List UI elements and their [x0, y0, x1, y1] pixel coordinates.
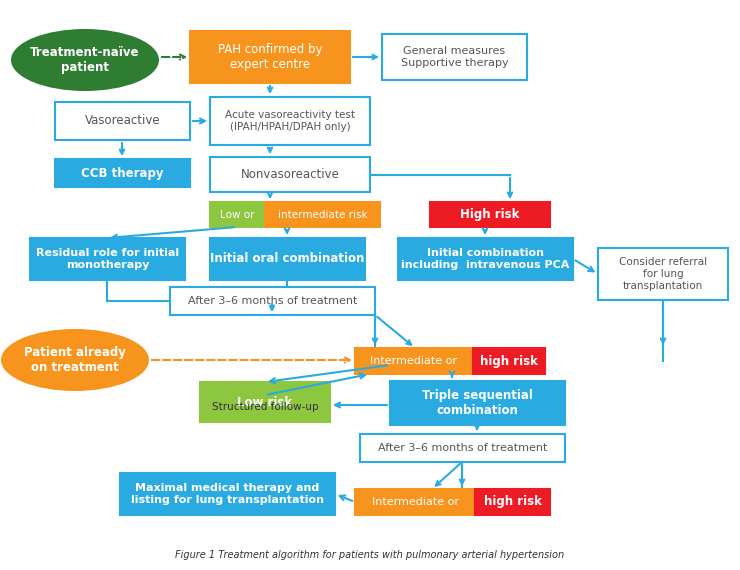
- FancyBboxPatch shape: [55, 102, 190, 140]
- Text: Consider referral
for lung
transplantation: Consider referral for lung transplantati…: [619, 258, 707, 291]
- Text: Intermediate or: Intermediate or: [371, 356, 457, 366]
- FancyBboxPatch shape: [360, 434, 565, 462]
- Text: High risk: High risk: [460, 208, 519, 221]
- FancyBboxPatch shape: [210, 157, 370, 192]
- Text: Residual role for initial
monotherapy: Residual role for initial monotherapy: [36, 248, 179, 270]
- FancyBboxPatch shape: [200, 382, 330, 422]
- FancyBboxPatch shape: [210, 202, 265, 227]
- Text: high risk: high risk: [483, 495, 542, 508]
- Ellipse shape: [11, 29, 159, 91]
- FancyBboxPatch shape: [390, 381, 565, 425]
- FancyBboxPatch shape: [210, 238, 365, 280]
- Text: Low risk: Low risk: [238, 396, 292, 409]
- Text: PAH confirmed by
expert centre: PAH confirmed by expert centre: [218, 43, 322, 71]
- Text: CCB therapy: CCB therapy: [81, 166, 164, 180]
- FancyBboxPatch shape: [398, 238, 573, 280]
- Text: General measures
Supportive therapy: General measures Supportive therapy: [400, 46, 508, 68]
- Text: intermediate risk: intermediate risk: [278, 210, 367, 219]
- Text: Structured follow-up: Structured follow-up: [212, 402, 318, 412]
- Text: Nonvasoreactive: Nonvasoreactive: [240, 168, 340, 181]
- FancyBboxPatch shape: [475, 489, 550, 515]
- FancyBboxPatch shape: [210, 97, 370, 145]
- Text: Low or: Low or: [221, 210, 255, 219]
- Text: After 3–6 months of treatment: After 3–6 months of treatment: [378, 443, 547, 453]
- FancyBboxPatch shape: [598, 248, 728, 300]
- Text: high risk: high risk: [480, 355, 538, 368]
- FancyBboxPatch shape: [355, 348, 473, 374]
- Text: Patient already
on treatment: Patient already on treatment: [24, 346, 126, 374]
- FancyBboxPatch shape: [170, 287, 375, 315]
- Text: Maximal medical therapy and
listing for lung transplantation: Maximal medical therapy and listing for …: [131, 483, 324, 505]
- FancyBboxPatch shape: [430, 202, 550, 227]
- FancyBboxPatch shape: [473, 348, 545, 374]
- Text: Initial combination
including  intravenous PCA: Initial combination including intravenou…: [401, 248, 570, 270]
- Text: Initial oral combination: Initial oral combination: [210, 253, 365, 266]
- FancyBboxPatch shape: [265, 202, 380, 227]
- FancyBboxPatch shape: [190, 31, 350, 83]
- Text: Intermediate or: Intermediate or: [371, 497, 459, 507]
- Text: After 3–6 months of treatment: After 3–6 months of treatment: [188, 296, 357, 306]
- Text: Vasoreactive: Vasoreactive: [84, 115, 161, 128]
- FancyBboxPatch shape: [382, 34, 527, 80]
- Text: Treatment-naïve
patient: Treatment-naïve patient: [30, 46, 140, 74]
- Ellipse shape: [1, 329, 149, 391]
- Text: Figure 1 Treatment algorithm for patients with pulmonary arterial hypertension: Figure 1 Treatment algorithm for patient…: [175, 550, 565, 560]
- Text: Triple sequential
combination: Triple sequential combination: [422, 389, 533, 417]
- FancyBboxPatch shape: [120, 473, 335, 515]
- Text: Acute vasoreactivity test
(IPAH/HPAH/DPAH only): Acute vasoreactivity test (IPAH/HPAH/DPA…: [225, 110, 355, 132]
- FancyBboxPatch shape: [355, 489, 475, 515]
- FancyBboxPatch shape: [55, 159, 190, 187]
- FancyBboxPatch shape: [30, 238, 185, 280]
